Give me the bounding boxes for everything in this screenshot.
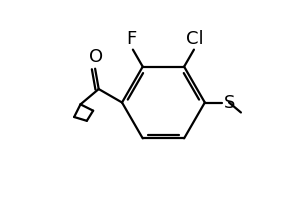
Text: O: O [89, 48, 103, 66]
Text: F: F [126, 29, 137, 47]
Text: S: S [223, 94, 235, 112]
Text: Cl: Cl [186, 29, 204, 47]
